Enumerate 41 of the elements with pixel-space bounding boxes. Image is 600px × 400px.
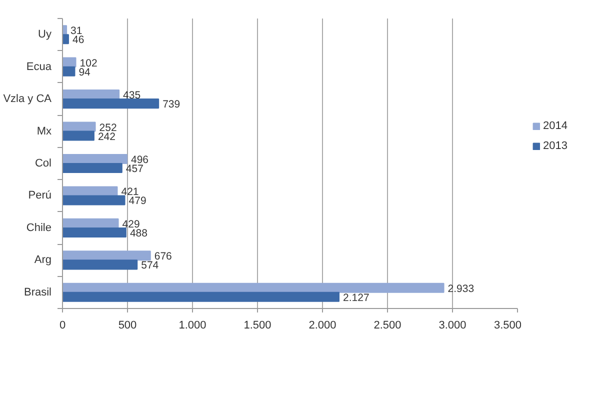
bar <box>62 260 138 270</box>
x-tick-label: 3.000 <box>438 320 466 332</box>
y-tick-label: Perú <box>28 190 52 202</box>
y-tick-label: Chile <box>26 222 52 234</box>
data-label: 2.933 <box>448 282 474 295</box>
data-label: 479 <box>128 195 146 208</box>
bar <box>62 163 122 174</box>
data-label: 574 <box>141 260 159 272</box>
bar <box>62 66 76 76</box>
bar <box>62 130 94 141</box>
bar <box>62 154 128 164</box>
data-label: 46 <box>72 34 84 46</box>
y-tick-label: Arg <box>34 254 52 266</box>
data-label: 2.127 <box>343 292 370 304</box>
data-label: 739 <box>162 98 180 111</box>
y-tick-label: Brasil <box>24 286 52 298</box>
data-label: 496 <box>130 154 149 166</box>
x-tick-label: 500 <box>118 320 137 332</box>
y-tick-label: Col <box>34 158 52 170</box>
bar <box>62 195 126 206</box>
x-tick-label: 0 <box>59 320 66 332</box>
bar <box>62 282 444 293</box>
legend-label: 2013 <box>543 140 568 152</box>
data-label: 457 <box>126 163 144 176</box>
y-tick-label: Uy <box>38 28 52 41</box>
x-tick-label: 2.500 <box>374 320 402 332</box>
data-label: 435 <box>123 90 141 102</box>
bar <box>62 227 126 238</box>
legend-label: 2014 <box>543 120 568 132</box>
y-tick-label: Mx <box>36 125 52 138</box>
x-tick-label: 2.000 <box>308 320 336 332</box>
y-tick-label: Vzla y CA <box>3 93 52 106</box>
x-tick-label: 3.500 <box>494 320 522 332</box>
bar <box>62 292 340 302</box>
bar <box>62 250 151 261</box>
bar <box>62 34 69 44</box>
bar <box>62 122 96 132</box>
bar <box>62 98 160 109</box>
x-tick-label: 1.000 <box>178 320 206 332</box>
y-tick-label: Ecua <box>26 60 52 73</box>
x-tick-label: 1.500 <box>244 320 272 332</box>
